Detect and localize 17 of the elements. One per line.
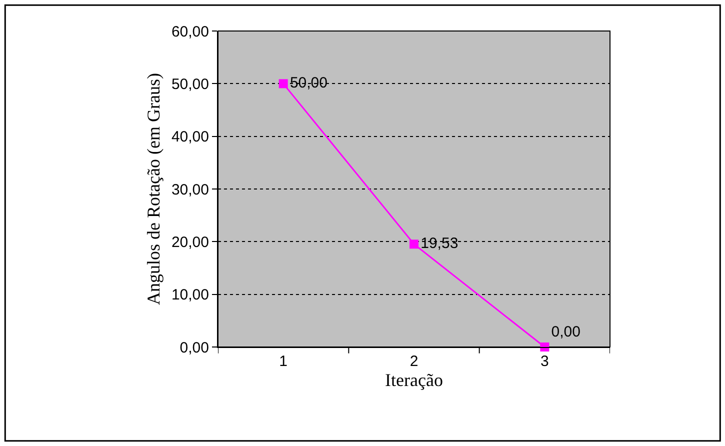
x-axis-title: Iteração (385, 370, 443, 390)
data-label: 50,00 (290, 74, 328, 92)
y-axis-title: Angulos de Rotação (em Graus) (144, 73, 164, 305)
y-tick-label: 20,00 (171, 234, 209, 251)
x-tick-label: 1 (279, 353, 288, 370)
y-tick-label: 10,00 (171, 286, 209, 304)
y-tick-label: 0,00 (180, 339, 209, 356)
data-label: 0,00 (551, 324, 580, 341)
y-tick-label: 60,00 (171, 23, 209, 40)
x-tick-label: 3 (540, 353, 549, 370)
x-tick-label: 2 (410, 353, 418, 370)
data-label: 19,53 (420, 234, 458, 252)
y-tick-label: 50,00 (171, 76, 209, 93)
y-tick-label: 30,00 (171, 181, 209, 198)
y-tick-label: 40,00 (171, 128, 209, 146)
point (278, 79, 288, 88)
point (410, 240, 418, 249)
